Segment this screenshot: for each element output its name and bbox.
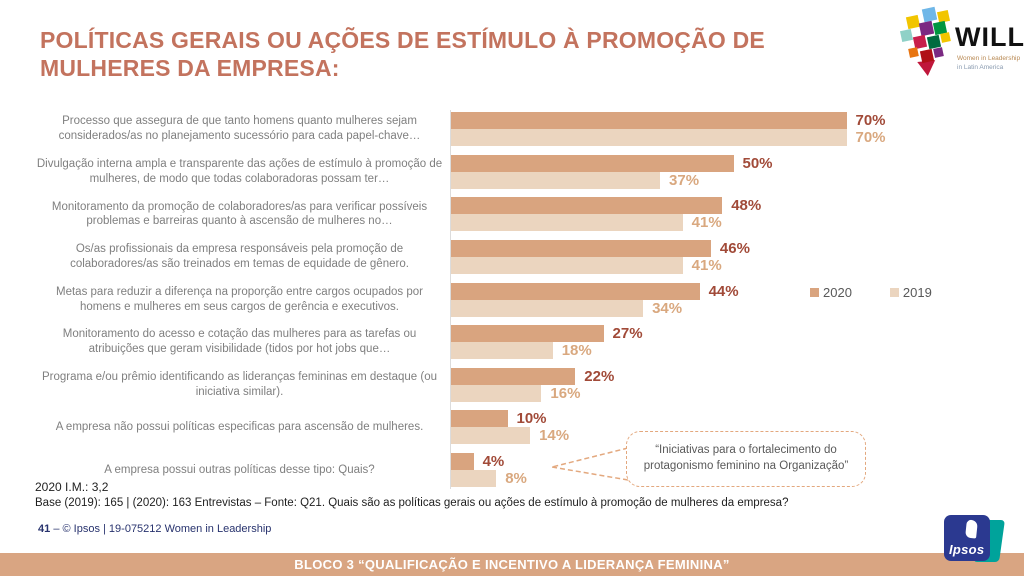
category-label: Metas para reduzir a diferença na propor… xyxy=(56,285,423,313)
category-label: Divulgação interna ampla e transparente … xyxy=(36,157,443,185)
value-label-2020: 48% xyxy=(731,197,762,215)
value-label-2020: 10% xyxy=(516,410,547,428)
bar-2019 xyxy=(451,129,847,147)
chart-row: Programa e/ou prêmio identificando as li… xyxy=(35,364,935,407)
bar-chart: Processo que assegura de que tanto homen… xyxy=(35,108,935,491)
value-label-2019: 34% xyxy=(652,299,683,317)
bar-2019 xyxy=(451,214,683,232)
value-label-2019: 8% xyxy=(505,470,527,488)
bar-2019 xyxy=(451,427,531,445)
value-label-2019: 18% xyxy=(561,342,592,360)
bar-2019 xyxy=(451,171,661,189)
value-label-2019: 41% xyxy=(691,214,722,232)
value-label-2019: 16% xyxy=(550,384,581,402)
bar-2019 xyxy=(451,470,497,488)
page-number: 41 xyxy=(38,523,51,535)
chart-row: A empresa não possui políticas especific… xyxy=(35,406,935,449)
will-mosaic-tile-icon xyxy=(908,47,919,58)
footer-credit-text: © Ipsos | 19-075212 Women in Leadership xyxy=(62,523,272,535)
will-logo-subtext-1: Women in Leadership xyxy=(957,55,1021,62)
value-label-2020: 27% xyxy=(612,325,643,343)
category-label: Processo que assegura de que tanto homen… xyxy=(58,115,421,143)
will-mosaic-tile-icon xyxy=(921,6,938,23)
value-label-2019: 70% xyxy=(855,129,886,147)
note-index: 2020 I.M.: 3,2 xyxy=(35,480,109,494)
chart-row: Monitoramento do acesso e cotação das mu… xyxy=(35,321,935,364)
value-label-2020: 22% xyxy=(584,367,615,385)
callout-bubble: “Iniciativas para o fortalecimento do pr… xyxy=(626,431,866,487)
category-label: A empresa possui outras políticas desse … xyxy=(104,463,375,476)
ipsos-blue-square-icon: Ipsos xyxy=(944,515,990,561)
chart-row: Os/as profissionais da empresa responsáv… xyxy=(35,236,935,279)
bar-2019 xyxy=(451,257,683,275)
footer-section-bar: BLOCO 3 “QUALIFICAÇÃO E INCENTIVO A LIDE… xyxy=(0,553,1024,576)
will-logo: WILL Women in Leadership in Latin Americ… xyxy=(893,6,1024,80)
chart-rows: Processo que assegura de que tanto homen… xyxy=(35,108,935,491)
will-logo-subtext-2: in Latin America xyxy=(957,64,1004,71)
will-logo-mosaic-icon xyxy=(893,6,959,78)
bar-2020 xyxy=(451,367,576,385)
value-label-2020: 44% xyxy=(708,282,739,300)
legend-label-2019: 2019 xyxy=(902,285,932,300)
bar-2020 xyxy=(451,453,474,471)
bar-2020 xyxy=(451,154,734,172)
will-mosaic-tile-icon xyxy=(905,14,921,30)
page-title: POLÍTICAS GERAIS OU AÇÕES DE ESTÍMULO À … xyxy=(40,27,765,82)
category-label: Programa e/ou prêmio identificando as li… xyxy=(41,370,438,398)
value-label-2019: 37% xyxy=(669,171,700,189)
category-label: Monitoramento do acesso e cotação das mu… xyxy=(62,328,417,356)
legend-item-2020: 2020 xyxy=(810,285,852,300)
chart-legend: 2020 2019 xyxy=(810,285,932,300)
bar-2020 xyxy=(451,410,508,428)
note-base: Base (2019): 165 | (2020): 163 Entrevist… xyxy=(35,497,789,509)
will-mosaic-tile-icon xyxy=(899,28,914,43)
value-label-2020: 70% xyxy=(855,112,886,130)
category-label: Os/as profissionais da empresa responsáv… xyxy=(70,243,409,271)
bar-2019 xyxy=(451,384,542,402)
legend-label-2020: 2020 xyxy=(823,285,852,300)
ipsos-logo: Ipsos xyxy=(944,515,1005,567)
bar-2020 xyxy=(451,112,847,130)
value-label-2020: 4% xyxy=(482,453,505,471)
callout-pointer-icon xyxy=(551,447,629,481)
ipsos-logo-text: Ipsos xyxy=(949,542,985,557)
legend-item-2019: 2019 xyxy=(889,285,932,300)
chart-row: Metas para reduzir a diferença na propor… xyxy=(35,278,935,321)
footer-dash: – xyxy=(53,523,60,535)
will-mosaic-tile-icon xyxy=(933,47,944,58)
category-label: Monitoramento da promoção de colaborador… xyxy=(51,200,428,228)
footer-credit: 41 – © Ipsos | 19-075212 Women in Leader… xyxy=(38,523,271,535)
chart-row: Divulgação interna ampla e transparente … xyxy=(35,151,935,194)
bar-2019 xyxy=(451,342,553,360)
value-label-2020: 50% xyxy=(742,154,773,172)
axis-line xyxy=(450,110,451,490)
bar-2020 xyxy=(451,325,604,343)
will-arrow-tip-icon xyxy=(917,60,937,77)
chart-row: A empresa possui outras políticas desse … xyxy=(35,449,935,492)
chart-row: Processo que assegura de que tanto homen… xyxy=(35,108,935,151)
value-label-2019: 41% xyxy=(691,257,722,275)
value-label-2020: 46% xyxy=(719,240,750,258)
bar-2020 xyxy=(451,282,700,300)
will-logo-text: WILL xyxy=(955,22,1024,52)
will-mosaic-tile-icon xyxy=(919,48,935,64)
bar-2019 xyxy=(451,299,644,317)
value-label-2019: 14% xyxy=(539,427,570,445)
bar-2020 xyxy=(451,240,711,258)
will-mosaic-tile-icon xyxy=(940,32,951,43)
category-label: A empresa não possui políticas especific… xyxy=(55,420,424,433)
ipsos-figure-icon xyxy=(965,519,978,539)
legend-swatch-2019-icon xyxy=(889,288,899,297)
legend-swatch-2020-icon xyxy=(810,288,819,297)
chart-row: Monitoramento da promoção de colaborador… xyxy=(35,193,935,236)
bar-2020 xyxy=(451,197,723,215)
